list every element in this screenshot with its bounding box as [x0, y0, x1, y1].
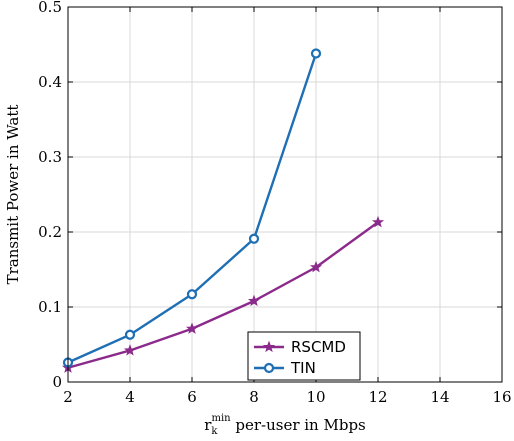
- grid: [67, 6, 503, 383]
- plot-frame: [67, 6, 503, 383]
- x-axis-label: rk min per-user in Mbps: [204, 413, 366, 436]
- series-line-rscmd: [67, 221, 379, 369]
- ticks: 2 4 6 8 10 12 14 16 0 0.1 0.2 0.3 0.4 0.5: [38, 0, 511, 406]
- x-tick-label: 14: [430, 388, 449, 406]
- data-point-rscmd: [309, 260, 323, 273]
- legend-item-rscmd: RSCMD: [254, 338, 346, 356]
- data-point-rscmd: [123, 344, 137, 356]
- legend-marker-rscmd: [262, 340, 276, 353]
- legend-marker-tin: [263, 362, 275, 374]
- series-layer: [61, 48, 385, 373]
- legend-label-rscmd: RSCMD: [291, 338, 346, 356]
- y-tick-label: 0.2: [38, 223, 62, 241]
- data-point-rscmd: [371, 215, 385, 228]
- y-tick-label: 0.1: [38, 298, 62, 316]
- series-tin: [62, 48, 322, 368]
- y-axis-label: Transmit Power in Watt: [4, 105, 22, 285]
- x-axis-label-main: r: [204, 416, 212, 434]
- x-tick-label: 10: [306, 388, 325, 406]
- data-point-tin: [248, 233, 260, 244]
- y-tick-label: 0: [52, 373, 62, 391]
- x-tick-label: 4: [125, 388, 135, 406]
- x-tick-label: 12: [368, 388, 387, 406]
- data-point-tin: [124, 329, 136, 340]
- data-point-tin: [186, 289, 198, 300]
- x-tick-label: 16: [492, 388, 511, 406]
- x-axis-label-subscript: k: [211, 426, 218, 436]
- legend-items: RSCMD TIN: [254, 338, 346, 377]
- x-tick-label: 8: [249, 388, 259, 406]
- legend-label-tin: TIN: [290, 359, 316, 377]
- data-point-rscmd: [185, 322, 199, 334]
- y-tick-label: 0.5: [38, 0, 62, 16]
- series-rscmd: [61, 215, 385, 373]
- x-axis-label-rest: per-user in Mbps: [231, 416, 366, 434]
- y-tick-label: 0.3: [38, 148, 62, 166]
- x-tick-label: 6: [187, 388, 197, 406]
- data-point-tin: [310, 48, 322, 59]
- data-point-rscmd: [247, 294, 261, 307]
- x-axis-label-superscript: min: [211, 413, 231, 424]
- y-tick-label: 0.4: [38, 73, 62, 91]
- legend: RSCMD TIN: [247, 331, 361, 381]
- x-tick-label: 2: [63, 388, 73, 406]
- legend-item-tin: TIN: [254, 359, 316, 377]
